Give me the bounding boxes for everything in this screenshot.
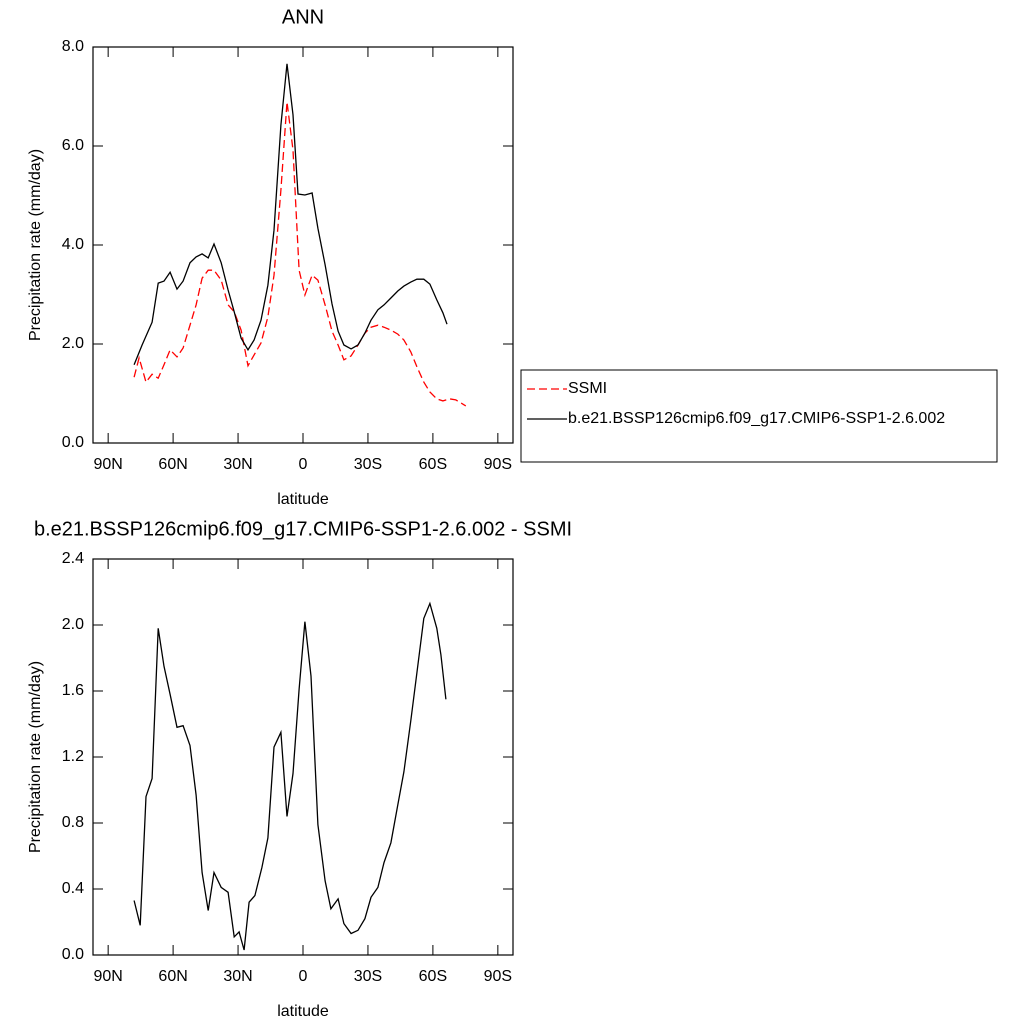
x-axis-label: latitude (277, 491, 329, 508)
y-tick-label: 1.2 (62, 748, 84, 765)
y-tick-label: 4.0 (62, 236, 84, 253)
x-tick-label: 90N (93, 968, 122, 985)
x-tick-label: 0 (299, 456, 308, 473)
y-tick-label: 6.0 (62, 137, 84, 154)
legend-label: SSMI (568, 380, 607, 397)
legend-box (520, 369, 998, 463)
y-tick-label: 0.8 (62, 814, 84, 831)
x-tick-label: 60N (158, 456, 187, 473)
x-tick-label: 90S (484, 968, 512, 985)
x-tick-label: 30N (223, 968, 252, 985)
plot-frame (92, 558, 514, 956)
y-axis-label: Precipitation rate (mm/day) (27, 661, 44, 853)
x-tick-label: 90N (93, 456, 122, 473)
y-tick-label: 2.0 (62, 335, 84, 352)
x-tick-label: 30S (354, 456, 382, 473)
x-axis-label: latitude (277, 1003, 329, 1020)
x-tick-label: 60N (158, 968, 187, 985)
y-tick-label: 0.4 (62, 880, 84, 897)
plot-frame (92, 46, 514, 444)
y-tick-label: 8.0 (62, 38, 84, 55)
y-tick-label: 2.0 (62, 616, 84, 633)
chart-title: ANN (282, 6, 324, 28)
y-tick-label: 0.0 (62, 434, 84, 451)
x-tick-label: 90S (484, 456, 512, 473)
x-tick-label: 0 (299, 968, 308, 985)
y-tick-label: 0.0 (62, 946, 84, 963)
x-tick-label: 60S (419, 456, 447, 473)
y-tick-label: 1.6 (62, 682, 84, 699)
x-tick-label: 30N (223, 456, 252, 473)
data-line (133, 63, 448, 366)
y-tick-label: 2.4 (62, 550, 84, 567)
y-axis-label: Precipitation rate (mm/day) (27, 149, 44, 341)
chart-title: b.e21.BSSP126cmip6.f09_g17.CMIP6-SSP1-2.… (34, 518, 572, 540)
data-line (133, 101, 467, 407)
data-line (133, 601, 447, 951)
legend-label: b.e21.BSSP126cmip6.f09_g17.CMIP6-SSP1-2.… (568, 410, 945, 427)
x-tick-label: 60S (419, 968, 447, 985)
x-tick-label: 30S (354, 968, 382, 985)
